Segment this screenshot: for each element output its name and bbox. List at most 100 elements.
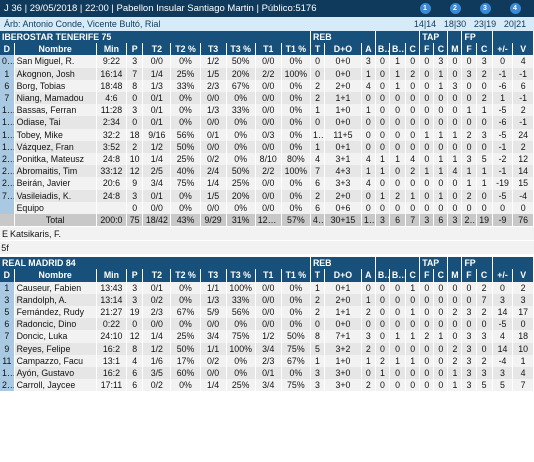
player-name[interactable]: Carroll, Jaycee: [14, 379, 97, 392]
player-row[interactable]: 9 Reyes, Felipe 16:2 8 1/2 50% 1/1 100% 3/4 75% 5 3…: [0, 342, 534, 355]
column-header[interactable]: F: [419, 269, 435, 282]
column-header[interactable]: P: [126, 43, 144, 56]
column-header[interactable]: F: [461, 43, 477, 56]
player-name[interactable]: Ponitka, Mateusz: [14, 153, 97, 166]
column-header[interactable]: T3: [200, 269, 227, 282]
column-header[interactable]: T3 %: [226, 43, 256, 56]
column-header[interactable]: C: [405, 269, 421, 282]
player-name[interactable]: Doncic, Luka: [14, 330, 97, 343]
column-header[interactable]: T1 %: [281, 269, 311, 282]
player-row[interactable]: 6 Radoncic, Dino 0:22 0 0/0 0% 0/0 0% 0/0 0% 0 0+0 0…: [0, 318, 534, 331]
column-header[interactable]: A: [361, 269, 376, 282]
player-row[interactable]: 7 Doncic, Luka 24:10 12 1/4 25% 3/4 75% 1/2 50% 8 7…: [0, 330, 534, 343]
player-row[interactable]: 13 Tobey, Mike 32:2 18 9/16 56% 0/1 0% 0/3 0% 16 11…: [0, 128, 534, 141]
column-header[interactable]: +/-: [492, 269, 514, 282]
column-header[interactable]: T3 %: [226, 269, 256, 282]
column-header[interactable]: T2: [142, 43, 172, 56]
column-header[interactable]: T2: [142, 269, 172, 282]
player-name[interactable]: Randolph, A.: [14, 293, 97, 307]
column-header[interactable]: D: [0, 269, 15, 282]
player-row[interactable]: 77 Vasileiadis, K. 24:8 3 0/1 0% 1/5 20% 0/0 0% 2 2…: [0, 189, 534, 202]
player-row[interactable]: 5 Fernández, Rudy 21:27 19 2/3 67% 5/9 56% 0/0 0%…: [0, 306, 534, 319]
column-header[interactable]: BR: [375, 43, 390, 56]
player-name[interactable]: Beirán, Javier: [14, 177, 97, 190]
column-header[interactable]: C: [405, 43, 421, 56]
column-header[interactable]: Nombre: [14, 43, 97, 56]
player-name[interactable]: Bassas, Ferran: [14, 104, 97, 117]
column-header[interactable]: T1: [255, 43, 282, 56]
column-header[interactable]: M: [447, 269, 463, 282]
player-name[interactable]: Abromaitis, Tim: [14, 165, 97, 178]
column-header[interactable]: BP: [389, 43, 407, 56]
player-name[interactable]: Causeur, Fabien: [14, 281, 97, 294]
column-header[interactable]: V: [512, 43, 534, 56]
column-header[interactable]: C: [433, 269, 449, 282]
player-row[interactable]: 20 Carroll, Jaycee 17:11 6 0/2 0% 1/4 25% 3/4 75%…: [0, 379, 534, 392]
column-header[interactable]: Min: [96, 269, 128, 282]
column-header[interactable]: P: [126, 269, 144, 282]
team2-name: REAL MADRID 84: [0, 257, 311, 270]
player-row[interactable]: 17 Vázquez, Fran 3:52 2 1/2 50% 0/0 0% 0/0 0% 1 0+1…: [0, 140, 534, 154]
column-header[interactable]: BP: [389, 269, 407, 282]
player-row[interactable]: 6 Borg, Tobias 18:48 8 1/3 33% 2/3 67% 0/0 0% 2 2+0…: [0, 79, 534, 93]
player-row[interactable]: 12 Odiase, Tai 2:34 0 0/1 0% 0/0 0% 0/0 0% 0 0+0 0 0 0…: [0, 116, 534, 129]
player-name[interactable]: San Miguel, R.: [14, 55, 97, 68]
column-header[interactable]: T: [310, 269, 326, 282]
stat-cell: 33:12: [96, 165, 128, 178]
column-header[interactable]: Nombre: [14, 269, 97, 282]
column-header[interactable]: T1: [255, 269, 282, 282]
column-header[interactable]: M: [447, 43, 463, 56]
column-header[interactable]: C: [433, 43, 449, 56]
column-header[interactable]: F: [461, 269, 477, 282]
column-header[interactable]: D: [0, 43, 15, 56]
player-name[interactable]: Tobey, Mike: [14, 128, 97, 141]
player-row[interactable]: 1 Causeur, Fabien 13:43 3 0/1 0% 1/1 100% 0/0 0% 1…: [0, 281, 534, 294]
column-header[interactable]: D+O: [324, 43, 362, 56]
player-name[interactable]: Vasileiadis, K.: [14, 189, 97, 202]
player-name[interactable]: Borg, Tobias: [14, 79, 97, 93]
player-name[interactable]: Campazzo, Facu: [14, 354, 97, 368]
stat-cell: 16: [310, 128, 326, 141]
column-header[interactable]: V: [512, 269, 534, 282]
total-cell: 23: [461, 214, 477, 227]
column-header[interactable]: T2 %: [170, 43, 201, 56]
quarter-4-icon[interactable]: 4: [509, 3, 521, 14]
column-header[interactable]: T: [310, 43, 326, 56]
player-name[interactable]: Fernández, Rudy: [14, 306, 97, 319]
player-row[interactable]: Equipo 0 0/0 0% 0/0 0% 0/0 0% 6 0+6 0 0 0 0 0 0 0 0 0 0 0: [0, 201, 534, 215]
column-header[interactable]: A: [361, 43, 376, 56]
player-row[interactable]: 3 Randolph, A. 13:14 3 0/2 0% 1/3 33% 0/0 0% 2 2+0 1…: [0, 293, 534, 307]
column-header[interactable]: BR: [375, 269, 390, 282]
column-header[interactable]: F: [419, 43, 435, 56]
column-header[interactable]: C: [476, 43, 493, 56]
player-row[interactable]: 00 San Miguel, R. 9:22 3 0/0 0% 1/2 50% 0/0 0% 0 0+…: [0, 55, 534, 68]
quarter-2-icon[interactable]: 2: [449, 3, 461, 14]
player-name[interactable]: Equipo: [14, 201, 97, 215]
column-header[interactable]: +/-: [492, 43, 514, 56]
player-row[interactable]: 21 Abromaitis, Tim 33:12 12 2/5 40% 2/4 50% 2/2 1…: [0, 165, 534, 178]
player-row[interactable]: 11 Campazzo, Facu 13:1 4 1/6 17% 0/2 0% 2/3 67% 1 1…: [0, 354, 534, 368]
player-row[interactable]: 7 Niang, Mamadou 4:6 0 0/1 0% 0/0 0% 0/0 0% 2 1+1 0 0…: [0, 92, 534, 105]
player-name[interactable]: Odiase, Tai: [14, 116, 97, 129]
player-row[interactable]: 23 Beirán, Javier 20:6 9 3/4 75% 1/4 25% 0/0 0% 6 3…: [0, 177, 534, 190]
player-name[interactable]: Radoncic, Dino: [14, 318, 97, 331]
player-name[interactable]: Akognon, Josh: [14, 67, 97, 80]
player-name[interactable]: Ayón, Gustavo: [14, 367, 97, 380]
column-header[interactable]: Min: [96, 43, 128, 56]
column-header[interactable]: C: [476, 269, 493, 282]
player-name[interactable]: Niang, Mamadou: [14, 92, 97, 105]
quarter-3-icon[interactable]: 3: [479, 3, 491, 14]
column-header[interactable]: T2 %: [170, 269, 201, 282]
column-header[interactable]: T3: [200, 43, 227, 56]
player-name[interactable]: Reyes, Felipe: [14, 342, 97, 355]
player-row[interactable]: 14 Ayón, Gustavo 16:2 6 3/5 60% 0/0 0% 0/1 0% 3 3+0…: [0, 367, 534, 380]
player-row[interactable]: 10 Bassas, Ferran 11:28 3 0/1 0% 1/3 33% 0/0 0% 1 1…: [0, 104, 534, 117]
quarter-1-icon[interactable]: 1: [419, 3, 431, 14]
column-header[interactable]: T1 %: [281, 43, 312, 56]
player-row[interactable]: 1 Akognon, Josh 16:14 7 1/4 25% 1/5 20% 2/2 100% 0…: [0, 67, 534, 80]
column-header[interactable]: D+O: [324, 269, 362, 282]
player-name[interactable]: Vázquez, Fran: [14, 140, 97, 154]
stat-cell: 0: [419, 354, 435, 368]
player-row[interactable]: 20 Ponitka, Mateusz 24:8 10 1/4 25% 0/2 0% 8/10 8…: [0, 153, 534, 166]
stat-cell: 3: [126, 293, 144, 307]
